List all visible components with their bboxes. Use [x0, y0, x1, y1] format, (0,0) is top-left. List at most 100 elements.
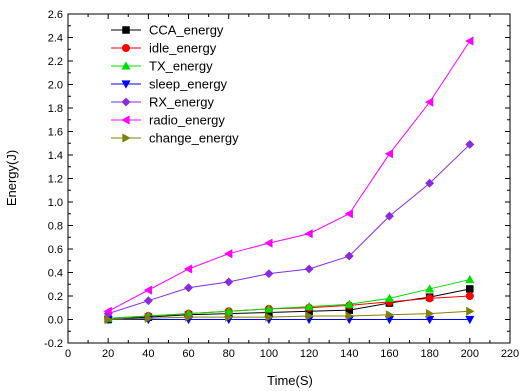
legend-marker [121, 80, 131, 89]
data-point [345, 311, 354, 321]
y-tick-label: 2.0 [48, 80, 63, 92]
data-point [384, 293, 395, 302]
data-point [183, 283, 194, 293]
legend-item: radio_energy [111, 113, 225, 128]
series-change-energy [104, 306, 475, 325]
legend-marker [121, 61, 131, 70]
y-tick-label: 0.0 [48, 315, 63, 327]
series-line [108, 279, 470, 319]
y-tick-label: 2.6 [48, 9, 63, 21]
series-line [108, 310, 470, 320]
y-tick-label: 1.0 [48, 197, 63, 209]
data-point [425, 294, 434, 303]
legend-item: RX_energy [111, 95, 215, 110]
legend-item: idle_energy [111, 41, 217, 56]
series-layer [103, 36, 475, 325]
data-point [143, 285, 152, 295]
legend-marker [122, 26, 130, 34]
y-tick-label: 0.4 [48, 268, 63, 280]
data-point [465, 139, 475, 149]
data-point [425, 178, 435, 188]
legend: CCA_energy idle_energy TX_energy sleep_ener… [111, 23, 239, 146]
y-tick-label: -0.2 [44, 338, 63, 350]
data-point [465, 291, 474, 301]
legend-label: change_energy [149, 131, 239, 146]
x-tick-label: 0 [65, 348, 71, 360]
data-point [304, 229, 313, 239]
x-tick-label: 100 [260, 348, 278, 360]
data-point [225, 312, 234, 322]
data-point [264, 304, 274, 313]
legend-item: TX_energy [111, 59, 213, 74]
data-point [385, 310, 395, 320]
data-point [344, 299, 354, 308]
x-tick-label: 120 [300, 348, 318, 360]
legend-label: TX_energy [149, 59, 213, 74]
plot-area [67, 13, 511, 344]
x-axis-title: Time(S) [267, 373, 313, 388]
legend-item: CCA_energy [111, 23, 224, 38]
legend-item: change_energy [111, 131, 239, 146]
legend-marker [121, 115, 130, 125]
series-radio-energy [103, 36, 474, 316]
data-point [184, 312, 194, 322]
data-point [425, 284, 435, 293]
legend-label: radio_energy [149, 113, 225, 128]
x-tick-label: 40 [142, 348, 154, 360]
x-tick-label: 160 [380, 348, 398, 360]
data-point [143, 296, 153, 306]
series-CCA-energy [104, 285, 474, 324]
data-point [344, 209, 353, 219]
x-tick-label: 200 [461, 348, 479, 360]
series-line [108, 144, 471, 315]
data-point [305, 311, 314, 321]
legend-label: sleep_energy [149, 77, 228, 92]
data-point [264, 269, 274, 279]
y-tick-label: 2.2 [48, 56, 63, 68]
y-axis-title: Energy(J) [4, 150, 19, 206]
data-point [466, 306, 475, 316]
y-tick-label: 2.4 [48, 33, 63, 45]
data-point [465, 274, 475, 284]
data-point [465, 315, 475, 325]
y-tick-label: 0.6 [48, 244, 63, 256]
data-point [384, 211, 395, 221]
y-tick-label: 1.8 [48, 103, 63, 115]
data-point [424, 97, 434, 107]
legend-label: CCA_energy [149, 23, 224, 38]
y-tick-label: 1.4 [48, 150, 63, 162]
data-point [103, 306, 112, 316]
y-tick-label: 0.8 [48, 221, 63, 233]
data-point [183, 264, 193, 274]
data-point [384, 149, 394, 159]
data-point [466, 285, 474, 293]
x-tick-label: 140 [340, 348, 358, 360]
legend-marker [122, 133, 131, 143]
data-point [264, 238, 273, 248]
y-tick-label: 0.2 [48, 291, 63, 303]
data-point [304, 264, 314, 274]
legend-item: sleep_energy [111, 77, 228, 92]
data-point [344, 251, 354, 261]
plot-frame [67, 13, 511, 344]
x-tick-label: 180 [420, 348, 438, 360]
x-tick-label: 80 [223, 348, 235, 360]
y-tick-label: 1.6 [48, 127, 63, 139]
data-point [224, 277, 234, 287]
legend-marker [121, 97, 131, 107]
data-point [144, 313, 154, 323]
legend-label: RX_energy [149, 95, 215, 110]
x-tick-label: 60 [182, 348, 194, 360]
data-point [224, 249, 233, 259]
x-axis: 0 20 40 60 80 100 120 140 160 180 200 220 [65, 14, 519, 360]
data-point [104, 314, 113, 325]
y-axis: -0.2 0.0 0.2 0.4 0.6 0.8 1.0 1.2 1.4 1.6 1.8 2.0 2.2… [44, 9, 510, 350]
series-sleep-energy [103, 315, 475, 325]
x-tick-label: 20 [102, 348, 114, 360]
legend-marker [121, 43, 131, 53]
x-tick-label: 220 [501, 348, 519, 360]
legend-label: idle_energy [149, 41, 217, 56]
data-point [304, 301, 314, 311]
data-point [265, 312, 274, 322]
